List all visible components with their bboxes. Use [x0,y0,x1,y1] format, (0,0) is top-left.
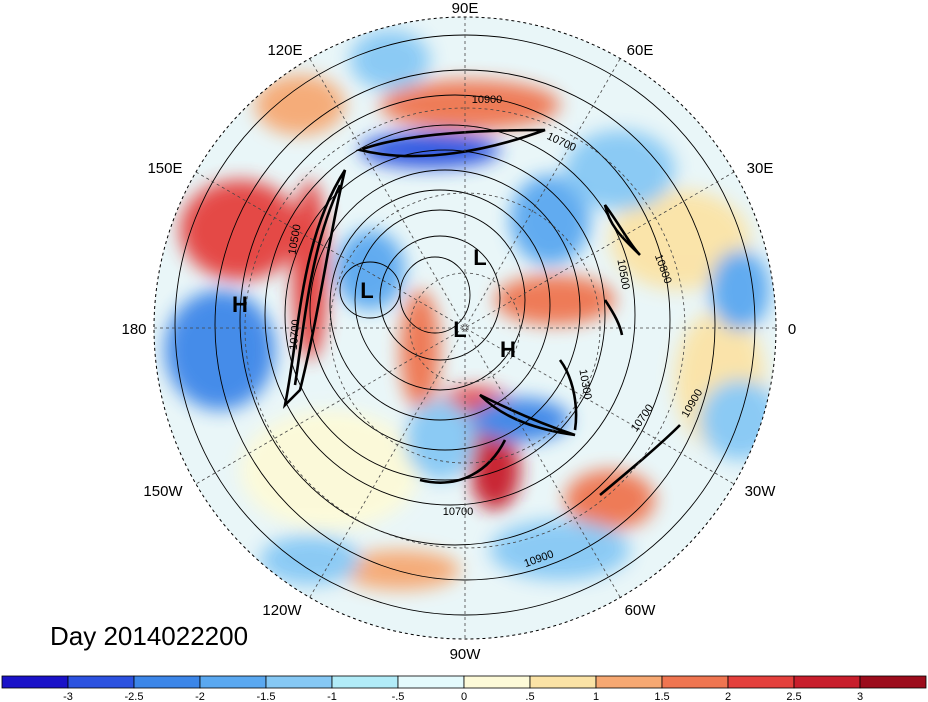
lon-label-30w: 30W [745,483,777,500]
colorbar-tick-label: -1 [327,691,337,702]
colorbar-box [397,675,465,689]
low-center-siberia: L [360,278,373,303]
high-center-pacific: H [232,292,248,317]
lon-label-180: 180 [121,321,146,338]
lon-label-30e: 30E [747,160,774,177]
lon-label-150e: 150E [147,160,182,177]
lon-label-60e: 60E [627,42,654,59]
longitude-labels: 90E 60E 30E 0 30W 60W 90W 120W 150W 180 … [121,0,796,663]
lon-label-90w: 90W [450,646,482,663]
colorbar-tick-label: 0 [461,691,467,702]
colorbar-box [1,675,69,689]
colorbar-box [793,675,861,689]
colorbar-tick-label: -.5 [392,691,405,702]
colorbar-tick-label: -2 [195,691,205,702]
map-boundary [153,16,777,640]
lon-label-0: 0 [788,321,796,338]
lon-label-120e: 120E [267,42,302,59]
day-title: Day 2014022200 [50,621,248,651]
height-contours [174,34,756,616]
colorbar-box [859,675,927,689]
high-center-greenland: H [500,337,516,362]
lon-label-90e: 90E [452,0,479,17]
colorbar-box [727,675,795,689]
graticule [154,17,776,639]
lon-label-120w: 120W [262,602,302,619]
colorbar-boxes [1,675,927,689]
colorbar-tick-label: -2.5 [125,691,144,702]
jet-stream-contours [282,128,681,496]
colorbar-tick-label: 2 [725,691,731,702]
low-center-pole: L [453,317,466,342]
colorbar-box [67,675,135,689]
lon-label-60w: 60W [625,602,657,619]
contour-label: 10500 [286,223,303,255]
colorbar-tick-labels: -3 -2.5 -2 -1.5 -1 -.5 0 .5 1 1.5 2 2.5 3 [63,691,863,702]
colorbar-tick-label: -3 [63,691,73,702]
colorbar-box [529,675,597,689]
colorbar-tick-label: 2.5 [786,691,801,702]
contour-label: 10500 [614,258,631,290]
contour-label: 10300 [576,368,593,400]
contour-label: 10900 [472,94,503,106]
colorbar-tick-label: 1.5 [654,691,669,702]
colorbar-box [661,675,729,689]
colorbar: -3 -2.5 -2 -1.5 -1 -.5 0 .5 1 1.5 2 2.5 3 [1,675,927,702]
colorbar-box [595,675,663,689]
colorbar-tick-label: 1 [593,691,599,702]
contour-label: 10700 [288,319,303,351]
colorbar-box [199,675,267,689]
colorbar-box [463,675,531,689]
colorbar-tick-label: -1.5 [257,691,276,702]
colorbar-tick-label: .5 [525,691,534,702]
colorbar-box [133,675,201,689]
pressure-centers: H L L L H [232,245,516,362]
colorbar-tick-label: 3 [857,691,863,702]
lon-label-150w: 150W [143,483,183,500]
low-center-arctic: L [473,245,486,270]
colorbar-box [331,675,399,689]
colorbar-box [265,675,333,689]
contour-value-labels: 10900 10700 10800 10500 10300 10700 1090… [286,94,705,570]
contour-label: 10700 [443,506,474,518]
